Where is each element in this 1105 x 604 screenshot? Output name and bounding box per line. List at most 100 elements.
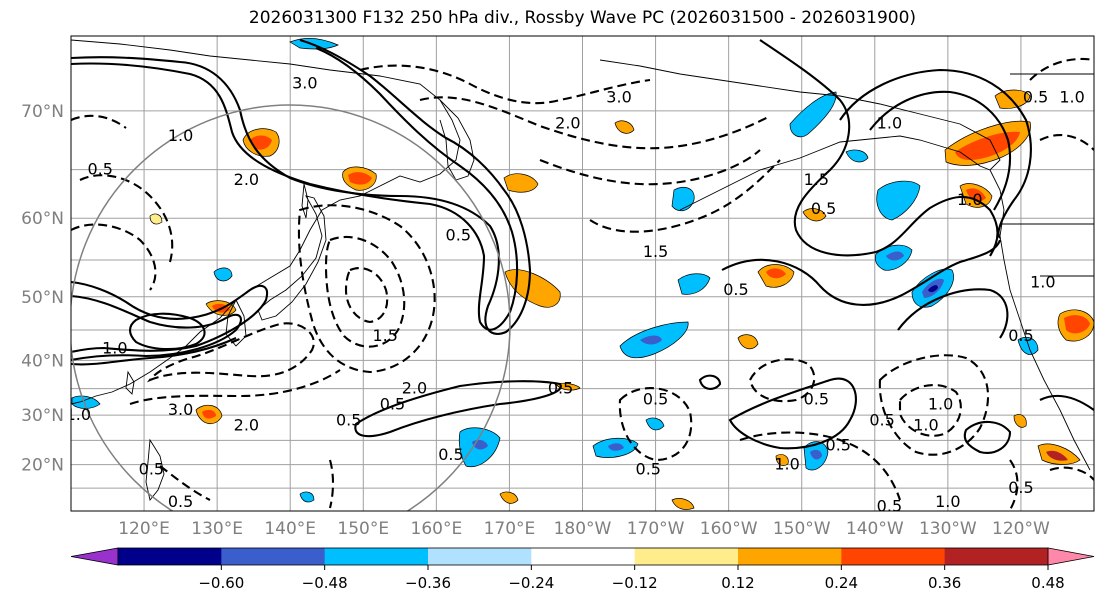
div-neg-blob: [677, 273, 711, 295]
coastline-kamchatka: [439, 99, 475, 181]
contour-label: 0.5: [1008, 478, 1033, 497]
contour-label: 0.5: [548, 379, 573, 398]
div-pos-blob: [737, 334, 759, 350]
contour-label: 0.5: [826, 435, 851, 454]
contour-positive: [721, 239, 1001, 306]
contour-negative: [344, 267, 389, 324]
div-neg-blob: [671, 186, 695, 212]
contour-label: 2.0: [234, 170, 259, 189]
contour-negative: [589, 159, 781, 233]
longitude-tick-label: 160°W: [700, 519, 758, 539]
rossby-wave-contours-negative: [71, 58, 1094, 511]
contour-label: 0.5: [168, 492, 193, 511]
longitude-labels: 120°E 130°E 140°E 150°E 160°E 170°E 180°W 170°W…: [118, 519, 1050, 539]
coastlines: [71, 39, 1094, 502]
contour-negative: [359, 64, 651, 105]
contour-label: 0.5: [636, 459, 661, 478]
div-neg-blob: [876, 180, 921, 221]
div-neg-core: [810, 449, 822, 460]
contour-label: 1.5: [372, 326, 397, 345]
contour-label: 1.0: [957, 190, 982, 209]
longitude-tick-label: 180°W: [554, 519, 612, 539]
contour-negative: [79, 174, 174, 263]
div-pos-blob: [614, 120, 635, 134]
div-pos-blob: [503, 173, 539, 193]
contour-label: 1.0: [102, 338, 127, 357]
colorbar-outline: [117, 547, 1049, 566]
contour-label: 0.5: [723, 280, 748, 299]
contour-negative: [324, 235, 406, 348]
div-neg-blob: [213, 267, 233, 282]
div-pos-core: [955, 131, 1020, 160]
colorbar-extend-high: [1047, 547, 1095, 566]
latitude-tick-label: 60°N: [21, 209, 64, 229]
colorbar-tick-label: −0.36: [405, 574, 451, 592]
div-pos-blob: [149, 213, 163, 225]
contour-label: 2.0: [555, 114, 580, 133]
div-pos-blob: [802, 208, 827, 222]
colorbar-tick-label: 0.24: [825, 574, 858, 592]
div-neg-core: [886, 251, 904, 261]
contour-negative: [71, 114, 127, 129]
contour-negative: [419, 96, 771, 150]
longitude-tick-label: 120°E: [118, 519, 170, 539]
div-pos-core: [1046, 450, 1068, 461]
contour-negative: [878, 354, 990, 456]
div-neg-core: [608, 443, 624, 451]
div-pos-core: [1064, 315, 1090, 334]
contour-positive: [1039, 394, 1094, 411]
contour-label: 0.5: [877, 496, 902, 515]
contour-positive: [354, 380, 562, 438]
contour-label: 1.0: [1030, 273, 1055, 292]
contour-positive: [963, 420, 1012, 454]
contour-negative: [898, 384, 962, 437]
contour-negative: [297, 204, 436, 374]
colorbar-segment: [841, 548, 946, 565]
contour-label: 0.5: [438, 445, 463, 464]
contour-positive: [71, 337, 237, 366]
contour-positive: [698, 374, 722, 390]
contour-label: 0.5: [1008, 326, 1033, 345]
div-pos-blob: [775, 454, 789, 466]
longitude-tick-label: 130°W: [919, 519, 977, 539]
figure-title: 2026031300 F132 250 hPa div., Rossby Wav…: [248, 8, 917, 28]
colorbar-segment: [531, 548, 636, 565]
contour-negative: [739, 431, 901, 501]
contour-label: 1.0: [913, 415, 938, 434]
coastline-asia: [71, 39, 461, 405]
div-neg-blob: [71, 395, 101, 409]
longitude-tick-label: 170°W: [627, 519, 685, 539]
contour-negative: [1009, 459, 1019, 511]
contour-label: 1.0: [774, 455, 799, 474]
colorbar-segment: [738, 548, 842, 565]
contour-label: 2.0: [402, 379, 427, 398]
contour-labels: 3.01.02.00.52.03.00.51.50.51.52.00.50.50…: [66, 73, 1085, 515]
contour-label: 2.0: [234, 415, 259, 434]
contour-positive: [728, 377, 857, 450]
contour-label: 1.0: [928, 395, 953, 414]
contour-negative: [159, 465, 211, 501]
longitude-tick-label: 150°W: [773, 519, 831, 539]
coastline-canada-west: [989, 169, 1091, 471]
div-neg-core: [640, 335, 662, 345]
rossby-wave-contours: [71, 38, 1094, 454]
latitude-tick-label: 40°N: [21, 351, 64, 371]
longitude-tick-label: 140°E: [264, 519, 316, 539]
contour-label: 1.0: [1059, 88, 1084, 107]
colorbar-segment: [118, 548, 222, 565]
div-neg-blob: [299, 491, 315, 503]
div-pos-blob: [499, 491, 519, 504]
contour-label: 0.5: [139, 459, 164, 478]
coastline-japan: [257, 195, 327, 321]
contour-label: 1.0: [66, 405, 91, 424]
colorbar-tick-label: −0.12: [612, 574, 658, 592]
coastline-taiwan: [125, 370, 135, 395]
contour-label: 3.0: [168, 400, 193, 419]
colorbar-segment: [634, 548, 739, 565]
colorbar: −0.60 −0.48 −0.36 −0.24 −0.12 0.12 0.24 0.36 0.4…: [70, 547, 1095, 592]
colorbar-segment: [428, 548, 532, 565]
contour-negative: [539, 149, 761, 186]
div-neg-blob: [789, 91, 837, 138]
contour-label: 0.5: [336, 410, 361, 429]
